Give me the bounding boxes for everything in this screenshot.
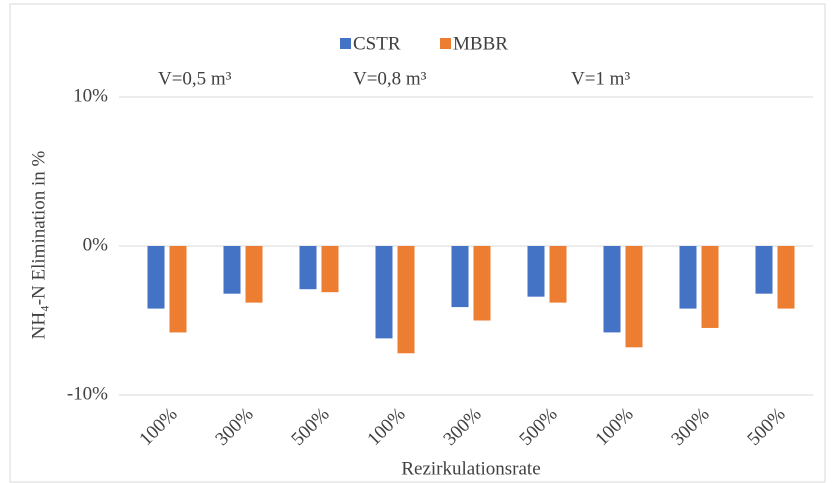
- bar: [169, 246, 187, 333]
- bar: [701, 246, 719, 328]
- legend-label: MBBR: [453, 33, 508, 54]
- bar: [397, 246, 415, 354]
- bar: [473, 246, 491, 321]
- bar: [375, 246, 393, 339]
- bar: [299, 246, 317, 290]
- bar: [223, 246, 241, 294]
- bar: [777, 246, 795, 309]
- bar: [603, 246, 621, 333]
- bar: [451, 246, 469, 308]
- legend-label: CSTR: [353, 33, 401, 54]
- bar: [679, 246, 697, 309]
- bar: [549, 246, 567, 303]
- bar: [245, 246, 263, 303]
- y-tick-label: 10%: [73, 85, 108, 106]
- bar: [527, 246, 545, 297]
- bar: [625, 246, 643, 348]
- y-tick-label: 0%: [83, 234, 109, 255]
- chart-frame: [9, 3, 826, 483]
- bar: [755, 246, 773, 294]
- bar: [147, 246, 165, 309]
- bar: [321, 246, 339, 293]
- y-axis-title: NH₄-N Elimination in %: [28, 150, 49, 339]
- annotation: V=0,5 m³: [158, 68, 232, 89]
- x-axis-title: Rezirkulationsrate: [401, 458, 540, 479]
- legend-swatch: [340, 38, 351, 49]
- annotation: V=0,8 m³: [353, 68, 427, 89]
- annotation: V=1 m³: [571, 68, 630, 89]
- legend-swatch: [440, 38, 451, 49]
- y-tick-label: -10%: [67, 383, 108, 404]
